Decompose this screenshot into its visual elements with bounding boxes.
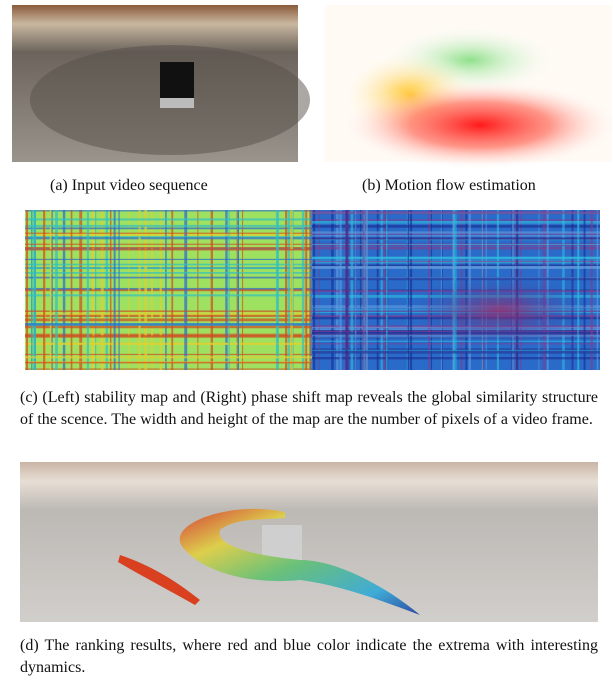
stripe xyxy=(25,335,312,338)
stripe xyxy=(25,264,312,266)
stripe xyxy=(50,210,52,370)
stripe xyxy=(306,210,308,370)
stripe xyxy=(410,210,412,370)
stripe xyxy=(355,210,356,370)
stripe xyxy=(228,210,229,370)
stripe xyxy=(25,272,312,273)
stripe xyxy=(33,210,36,370)
caption-b: (b) Motion flow estimation xyxy=(362,175,536,197)
stripe xyxy=(25,294,312,296)
stripe xyxy=(25,323,312,325)
stripe xyxy=(276,210,279,370)
stripe xyxy=(312,351,600,354)
stripe xyxy=(346,210,348,370)
stripe xyxy=(25,236,312,237)
stripe xyxy=(25,249,312,250)
stripe xyxy=(366,210,368,370)
stripe xyxy=(408,210,409,370)
stripe xyxy=(25,225,312,227)
ranking-fade xyxy=(20,462,598,622)
phase-blob xyxy=(410,275,590,345)
stripe xyxy=(25,343,312,345)
caption-c: (c) (Left) stability map and (Right) pha… xyxy=(20,387,598,431)
stripe xyxy=(110,210,111,370)
stripe xyxy=(25,268,312,270)
caption-d: (d) The ranking results, where red and b… xyxy=(20,635,598,679)
stripe xyxy=(87,210,89,370)
caption-a: (a) Input video sequence xyxy=(50,175,208,197)
stripe xyxy=(25,244,312,245)
stripe xyxy=(25,277,312,279)
stripe xyxy=(238,210,239,370)
stripe xyxy=(25,218,312,220)
page: (a) Input video sequence (b) Motion flow… xyxy=(0,0,613,680)
stripe xyxy=(302,210,304,370)
stripe xyxy=(25,227,312,229)
stripe xyxy=(71,210,73,370)
stripe xyxy=(584,210,586,370)
figure-art xyxy=(0,0,613,640)
stripe xyxy=(118,210,119,370)
stripe xyxy=(165,210,167,370)
stripe xyxy=(25,334,312,335)
stripe xyxy=(591,210,593,370)
stripe xyxy=(25,362,312,364)
stripe xyxy=(25,310,312,311)
stripe xyxy=(25,312,312,314)
stripe xyxy=(25,356,312,358)
stripe xyxy=(25,247,312,249)
kaaba xyxy=(160,62,194,98)
kaaba-base xyxy=(160,98,194,108)
stripe xyxy=(25,289,312,291)
stripe xyxy=(288,210,291,370)
stripe xyxy=(25,237,312,239)
stripe xyxy=(25,325,312,328)
stripe xyxy=(197,210,198,370)
stripe xyxy=(43,210,45,370)
stripe xyxy=(363,210,365,370)
stripe xyxy=(25,368,312,369)
stripe xyxy=(290,210,293,370)
stripe xyxy=(25,354,312,355)
stripe xyxy=(31,210,33,370)
stripe xyxy=(144,210,147,370)
stripe xyxy=(242,210,243,370)
stripe xyxy=(114,210,116,370)
stripe xyxy=(577,210,578,370)
stripe xyxy=(184,210,187,370)
stripe xyxy=(285,210,287,370)
stripe xyxy=(386,210,388,370)
stripe xyxy=(171,210,173,370)
stripe xyxy=(25,210,312,211)
stripe xyxy=(25,259,312,260)
stripe xyxy=(26,210,28,370)
stripe xyxy=(138,210,140,370)
stripe xyxy=(25,318,312,321)
stripe xyxy=(597,210,599,370)
stripe xyxy=(55,210,58,370)
flow-red xyxy=(340,80,613,170)
stripe xyxy=(25,233,312,234)
